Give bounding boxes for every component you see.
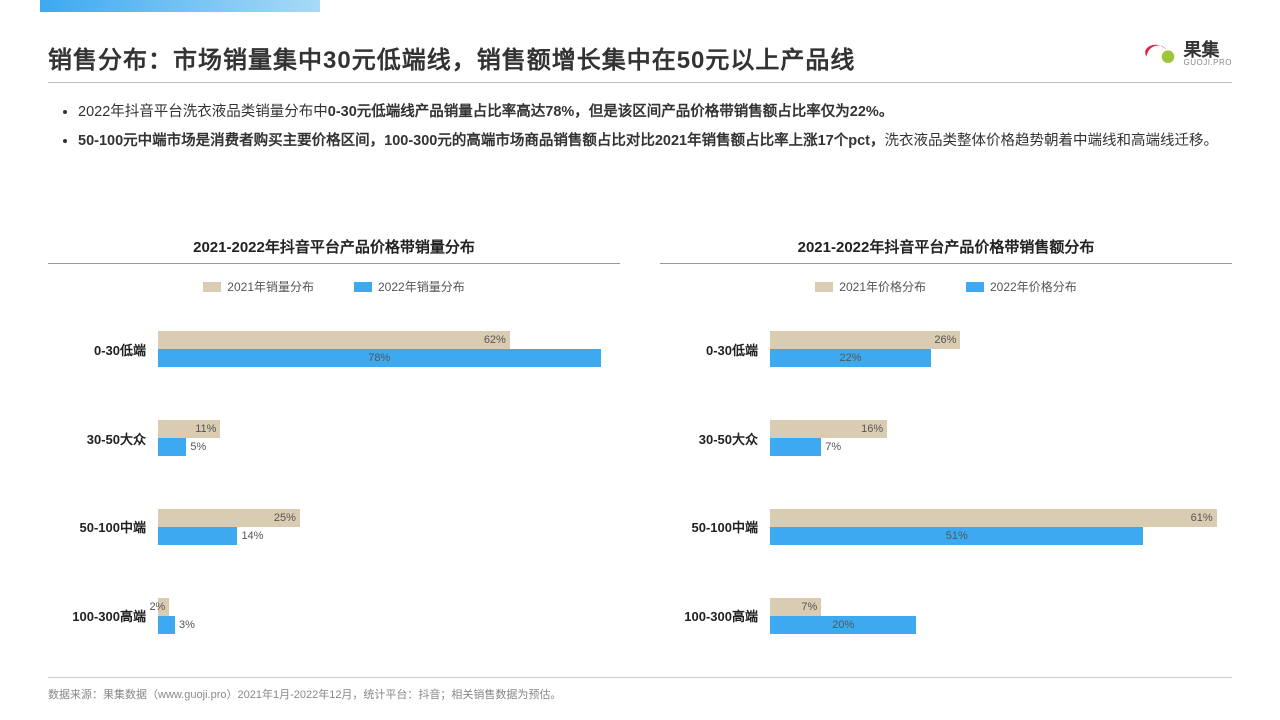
swatch-2022 [966,282,984,292]
plot-area: 0-30低端 26% 22% 30-50大众 16% 7% 50-100中端 61% 51% 10… [660,305,1232,660]
chart-row: 100-300高端2% 3% [48,590,612,642]
category-label: 0-30低端 [660,340,770,359]
bar-2022 [158,438,186,456]
chart-sales-amount: 2021-2022年抖音平台产品价格带销售额分布 2021年价格分布 2022年… [660,230,1232,660]
bars: 11% 5% [158,412,612,464]
bar-2021: 61% [770,509,1217,527]
bar-value-2022: 51% [942,530,972,542]
bullet-list: 2022年抖音平台洗衣液品类销量分布中0-30元低端线产品销量占比率高达78%，… [60,98,1220,156]
category-label: 50-100中端 [48,517,158,536]
bar-value-2022: 20% [828,619,858,631]
chart-title: 2021-2022年抖音平台产品价格带销售额分布 [660,230,1232,264]
bar-value-2022: 14% [237,530,267,542]
bars: 62% 78% [158,323,612,375]
swatch-2022 [354,282,372,292]
bar-value-2021: 62% [480,334,510,346]
page-title: 销售分布：市场销量集中30元低端线，销售额增长集中在50元以上产品线 [48,40,855,75]
bullet-item: 50-100元中端市场是消费者购买主要价格区间，100-300元的高端市场商品销… [78,127,1220,156]
bar-2021: 11% [158,420,220,438]
bar-2021: 16% [770,420,887,438]
chart-row: 100-300高端 7% 20% [660,590,1224,642]
chart-row: 50-100中端25%14% [48,501,612,553]
bars: 26% 22% [770,323,1224,375]
bar-2021: 25% [158,509,300,527]
bullet-item: 2022年抖音平台洗衣液品类销量分布中0-30元低端线产品销量占比率高达78%，… [78,98,1220,127]
divider [48,82,1232,83]
bar-2022: 22% [770,349,931,367]
chart-row: 0-30低端 26% 22% [660,323,1224,375]
accent-bar [40,0,320,12]
logo-text-en: GUOJI.PRO [1183,59,1232,67]
bars: 16% 7% [770,412,1224,464]
bar-value-2022: 5% [186,441,210,453]
bars: 7% 20% [770,590,1224,642]
plot-area: 0-30低端62%78%30-50大众11%5%50-100中端25%14%10… [48,305,620,660]
bars: 61% 51% [770,501,1224,553]
category-label: 100-300高端 [660,606,770,625]
bars: 25%14% [158,501,612,553]
legend: 2021年价格分布 2022年价格分布 [660,264,1232,305]
bar-value-2021: 11% [191,423,220,435]
bars: 2% 3% [158,590,612,642]
bar-value-2022: 7% [821,441,845,453]
category-label: 50-100中端 [660,517,770,536]
category-label: 30-50大众 [48,429,158,448]
bar-value-2021: 16% [857,423,887,435]
bar-value-2022: 78% [364,352,394,364]
bar-2021: 26% [770,331,960,349]
bar-value-2021: 61% [1187,512,1217,524]
legend-item-2022: 2022年销量分布 [354,278,465,295]
bar-value-2022: 3% [175,619,199,631]
legend-item-2021: 2021年销量分布 [203,278,314,295]
bar-value-2022: 22% [836,352,866,364]
bar-2022: 51% [770,527,1143,545]
legend-item-2021: 2021年价格分布 [815,278,926,295]
category-label: 0-30低端 [48,340,158,359]
legend-item-2022: 2022年价格分布 [966,278,1077,295]
legend: 2021年销量分布 2022年销量分布 [48,264,620,305]
bar-2022: 20% [770,616,916,634]
logo: 果集 GUOJI.PRO [1141,40,1232,68]
category-label: 30-50大众 [660,429,770,448]
bar-2022: 78% [158,349,601,367]
bar-2022 [158,527,237,545]
chart-sales-volume: 2021-2022年抖音平台产品价格带销量分布 2021年销量分布 2022年销… [48,230,620,660]
bar-value-2021: 26% [930,334,960,346]
chart-title: 2021-2022年抖音平台产品价格带销量分布 [48,230,620,264]
chart-row: 50-100中端 61% 51% [660,501,1224,553]
bar-2021: 62% [158,331,510,349]
bar-value-2021: 7% [797,601,821,613]
logo-icon [1141,40,1177,68]
chart-row: 30-50大众 16% 7% [660,412,1224,464]
category-label: 100-300高端 [48,606,158,625]
charts-row: 2021-2022年抖音平台产品价格带销量分布 2021年销量分布 2022年销… [48,230,1232,660]
bar-value-2021: 2% [145,601,169,613]
logo-text-cn: 果集 [1183,41,1232,59]
swatch-2021 [203,282,221,292]
bar-2021: 2% [158,598,169,616]
bar-value-2021: 25% [270,512,300,524]
bar-2022 [158,616,175,634]
chart-row: 30-50大众 11% 5% [48,412,612,464]
bar-2021: 7% [770,598,821,616]
chart-row: 0-30低端 62% 78% [48,323,612,375]
header: 销售分布：市场销量集中30元低端线，销售额增长集中在50元以上产品线 果集 GU… [48,40,1232,75]
swatch-2021 [815,282,833,292]
footer-source: 数据来源：果集数据（www.guoji.pro）2021年1月-2022年12月… [48,677,1232,702]
bar-2022 [770,438,821,456]
